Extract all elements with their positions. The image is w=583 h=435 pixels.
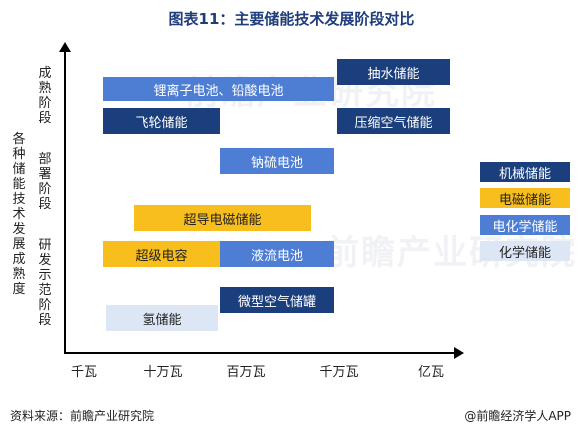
chart-bar: 氢储能 [106,305,218,331]
chart-title: 图表11：主要储能技术发展阶段对比 [168,10,415,28]
y-axis-line [64,50,66,354]
legend-item: 化学储能 [480,241,570,261]
chart-bar: 压缩空气储能 [337,108,450,134]
x-axis-line [64,352,456,354]
legend-item: 电化学储能 [480,215,570,235]
stage-label-rnd: 研发示范阶段 [38,238,52,328]
legend-item: 机械储能 [480,162,570,182]
stage-label-mature: 成熟阶段 [38,66,52,126]
chart-bar: 钠硫电池 [220,148,334,174]
chart-bar: 液流电池 [220,241,334,267]
x-tick-label: 千瓦 [70,365,98,380]
stage-label-deploy: 部署阶段 [38,152,52,212]
chart-bar: 超导电磁储能 [134,205,311,231]
chart-bar: 飞轮储能 [103,108,220,134]
chart-bar: 抽水储能 [337,59,450,85]
chart-bar: 锂离子电池、铅酸电池 [103,77,334,101]
chart-bar: 微型空气储罐 [220,287,334,313]
x-tick-label: 十万瓦 [143,365,183,380]
legend-item: 电磁储能 [480,188,570,208]
x-axis-arrow [454,347,464,359]
x-tick-label: 百万瓦 [226,365,266,380]
y-axis-label: 各种储能技术发展成熟度 [12,132,26,297]
y-axis-arrow [59,42,71,52]
source-note: 资料来源：前瞻产业研究院 [10,409,155,423]
chart-bar: 超级电容 [103,241,220,267]
x-tick-label: 亿瓦 [417,365,445,380]
brand-note: @前瞻经济学人APP [464,409,571,423]
x-tick-label: 千万瓦 [319,365,359,380]
